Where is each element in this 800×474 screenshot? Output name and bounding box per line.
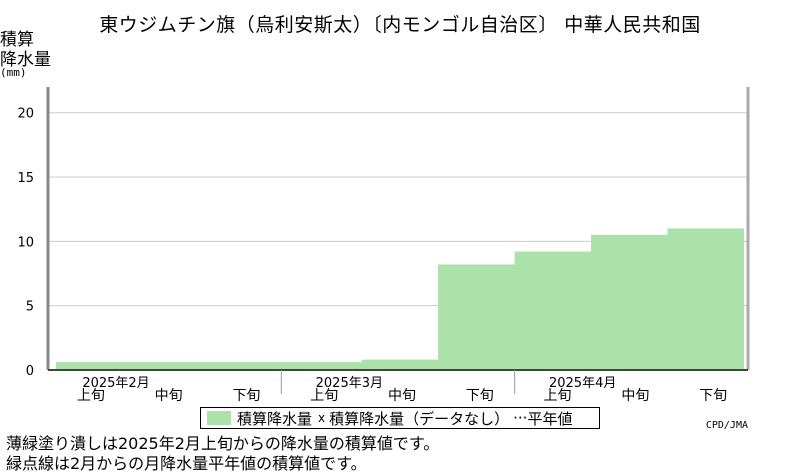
- x-tick-label: 上旬: [77, 388, 105, 404]
- precip-bar: [208, 362, 286, 370]
- y-tick-label: 10: [17, 235, 34, 250]
- x-tick-label: 上旬: [310, 388, 338, 404]
- y-axis-unit: (mm): [0, 66, 27, 79]
- x-month-label: 2025年4月: [549, 376, 616, 391]
- y-axis-label-line: 降水量: [0, 50, 51, 70]
- y-tick-label: 5: [26, 300, 34, 315]
- y-axis-label: 積算 降水量: [0, 30, 51, 70]
- x-month-label: 2025年2月: [82, 376, 149, 391]
- y-tick-label: 15: [17, 171, 34, 186]
- legend-mark-no-data: x: [318, 411, 326, 425]
- legend-label-no-data: 積算降水量（データなし）: [329, 409, 510, 428]
- legend-mark-normal: ···: [513, 409, 528, 427]
- credit-label: CPD/JMA: [705, 420, 748, 431]
- legend-label-normal: 平年値: [527, 409, 573, 428]
- y-tick-label: 0: [26, 364, 34, 379]
- precip-bar: [514, 251, 592, 370]
- precip-bar: [438, 264, 515, 370]
- precip-bar: [667, 228, 744, 370]
- x-tick-label: 中旬: [388, 388, 416, 404]
- legend: 積算降水量 x 積算降水量（データなし） ··· 平年値: [200, 407, 600, 429]
- precip-bar: [285, 362, 362, 370]
- x-tick-label: 上旬: [544, 388, 572, 404]
- footnote: 薄緑塗り潰しは2025年2月上旬からの降水量の積算値です。: [6, 434, 440, 453]
- precip-bar: [132, 362, 209, 370]
- x-tick-label: 下旬: [699, 388, 727, 404]
- precip-bar: [56, 362, 133, 370]
- y-tick-label: 20: [17, 107, 34, 122]
- x-month-label: 2025年3月: [316, 376, 383, 391]
- y-axis-label-line: 積算: [0, 30, 34, 50]
- chart-title: 東ウジムチン旗（烏利安斯太）〔内モンゴル自治区〕 中華人民共和国: [99, 14, 701, 36]
- x-tick-label: 中旬: [155, 388, 183, 404]
- x-tick-label: 下旬: [232, 388, 260, 404]
- precip-bar: [591, 234, 668, 370]
- legend-swatch-cumulative: [207, 411, 231, 425]
- x-tick-label: 下旬: [466, 388, 494, 404]
- precip-bar: [361, 359, 439, 370]
- x-tick-label: 中旬: [621, 388, 649, 404]
- legend-label-cumulative: 積算降水量: [237, 409, 313, 428]
- footnote: 緑点線は2月からの月降水量平年値の積算値です。: [6, 454, 367, 473]
